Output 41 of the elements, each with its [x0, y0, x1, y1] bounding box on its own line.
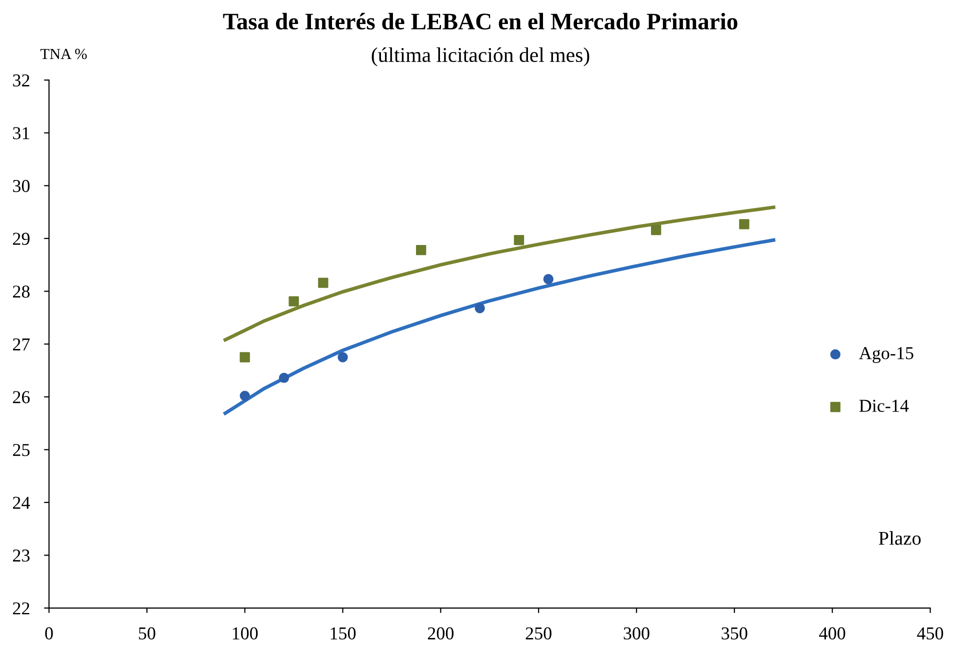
chart-title: Tasa de Interés de LEBAC en el Mercado Primario [223, 12, 738, 30]
point [318, 278, 328, 288]
x-tick-label: 50 [138, 627, 156, 640]
point [514, 234, 524, 246]
x-tick-label: 400 [819, 627, 846, 640]
y-tick-label: 23 [13, 550, 30, 562]
chart-subtitle: (última licitación del mes) [372, 47, 590, 66]
point [338, 352, 348, 362]
point [651, 224, 662, 236]
point [543, 274, 554, 284]
y-tick-label: 30 [13, 180, 30, 192]
y-tick-label: 29 [13, 232, 30, 245]
y-tick-label: 22 [13, 602, 30, 614]
point [240, 352, 250, 362]
point [240, 390, 250, 401]
x-tick-label: 250 [526, 627, 552, 640]
line-series [224, 238, 776, 415]
y-tick-label: 26 [13, 391, 30, 404]
y-tick-label: 25 [13, 444, 30, 456]
x-tick-label: 0 [45, 627, 53, 640]
y-tick-label: 27 [13, 338, 30, 350]
y-tick-label: 24 [13, 496, 30, 509]
x-tick-label: 100 [232, 627, 258, 640]
point [739, 219, 750, 230]
x-tick-label: 150 [330, 627, 356, 640]
x-tick-label: 200 [428, 627, 454, 640]
y-tick-label: 32 [13, 74, 30, 87]
point [416, 244, 426, 256]
point [288, 296, 299, 306]
y-tick-label: 31 [13, 127, 30, 140]
point [474, 303, 485, 314]
x-tick-label: 300 [624, 627, 650, 640]
legend-label: Ago-15 [859, 347, 914, 363]
line-series [224, 206, 776, 342]
x-axis-title: Plazo [878, 531, 921, 545]
y-tick-label: 28 [13, 286, 30, 298]
legend-label: Dic-14 [859, 400, 909, 412]
x-tick-label: 450 [917, 627, 944, 640]
x-tick-label: 350 [722, 627, 748, 640]
point [278, 372, 290, 383]
y-axis-title: TNA % [40, 48, 87, 60]
